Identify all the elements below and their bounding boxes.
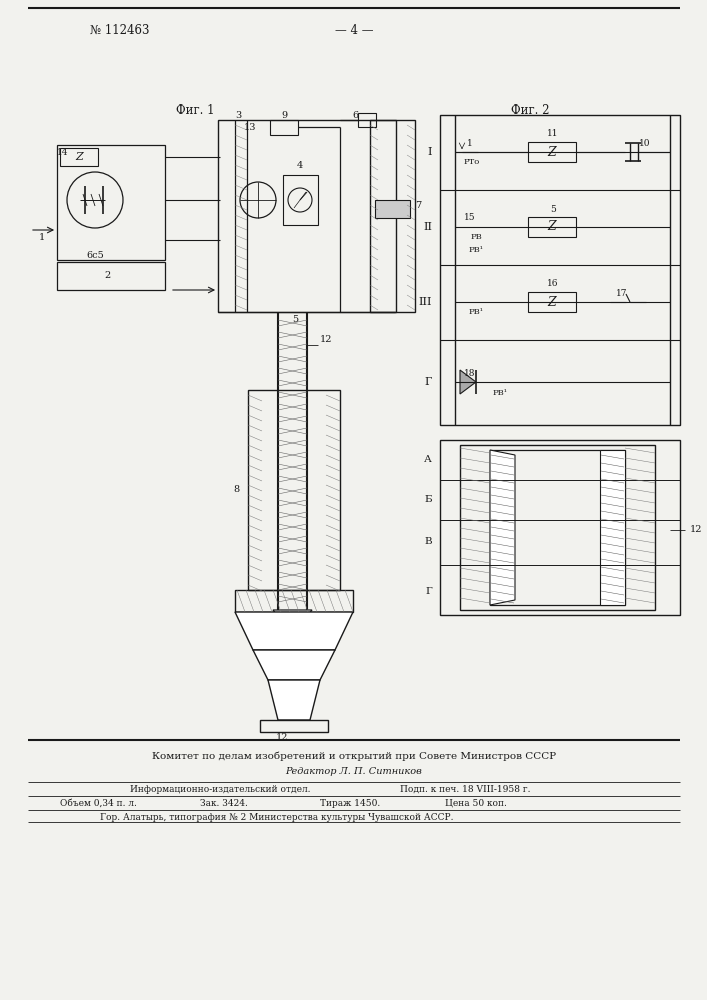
Text: РВ¹: РВ¹	[469, 308, 484, 316]
Text: Z: Z	[548, 221, 556, 233]
Text: 3: 3	[235, 110, 241, 119]
Bar	[358, 113, 376, 127]
Text: 18: 18	[464, 368, 476, 377]
Text: 4: 4	[297, 160, 303, 169]
Text: 13: 13	[244, 123, 256, 132]
Text: 10: 10	[639, 138, 650, 147]
Text: № 112463: № 112463	[90, 23, 149, 36]
Text: Зак. 3424.: Зак. 3424.	[200, 798, 248, 808]
Text: 1: 1	[467, 138, 473, 147]
Text: 12: 12	[320, 336, 332, 344]
Text: Фиг. 2: Фиг. 2	[510, 104, 549, 116]
Text: Б: Б	[424, 495, 432, 504]
Bar	[235, 590, 353, 612]
Text: Подп. к печ. 18 VIII-1958 г.: Подп. к печ. 18 VIII-1958 г.	[400, 784, 530, 794]
Bar	[370, 120, 415, 312]
Bar	[490, 450, 625, 605]
Text: Z: Z	[548, 145, 556, 158]
Text: Редактор Л. П. Ситников: Редактор Л. П. Ситников	[286, 768, 422, 776]
Bar	[248, 390, 340, 590]
Text: II: II	[423, 222, 432, 232]
Text: 16: 16	[547, 279, 559, 288]
Text: В: В	[424, 538, 432, 546]
Bar	[528, 217, 576, 237]
Text: 2: 2	[105, 271, 111, 280]
Text: РТо: РТо	[464, 158, 480, 166]
Text: 1: 1	[39, 233, 45, 242]
Polygon shape	[253, 650, 335, 680]
Text: 9: 9	[281, 110, 287, 119]
Bar	[528, 142, 576, 162]
Text: 8: 8	[234, 486, 240, 494]
Text: — 4 —: — 4 —	[334, 23, 373, 36]
Text: Цена 50 коп.: Цена 50 коп.	[445, 798, 507, 808]
Text: 5: 5	[550, 205, 556, 214]
Bar	[528, 292, 576, 312]
Text: Г: Г	[425, 377, 432, 387]
Text: 11: 11	[547, 129, 559, 138]
Bar	[260, 720, 328, 732]
Polygon shape	[235, 612, 353, 650]
Text: 12: 12	[690, 526, 703, 534]
Text: III: III	[419, 297, 432, 307]
Bar	[375, 200, 410, 218]
Text: 14: 14	[57, 148, 69, 157]
Bar	[283, 175, 318, 225]
Bar	[440, 440, 680, 615]
Text: Объем 0,34 п. л.: Объем 0,34 п. л.	[60, 798, 137, 808]
Polygon shape	[600, 450, 625, 605]
Text: 17: 17	[617, 288, 628, 298]
Text: А: А	[424, 456, 432, 464]
Text: 15: 15	[464, 214, 476, 223]
Bar	[440, 115, 680, 425]
Text: Фиг. 1: Фиг. 1	[176, 104, 214, 116]
Bar	[270, 120, 298, 135]
Text: 6с5: 6с5	[86, 250, 104, 259]
Bar	[460, 445, 655, 610]
Polygon shape	[490, 450, 515, 605]
Text: Комитет по делам изобретений и открытий при Совете Министров СССР: Комитет по делам изобретений и открытий …	[152, 751, 556, 761]
Text: Z: Z	[75, 152, 83, 162]
Polygon shape	[460, 370, 476, 394]
Text: 7: 7	[415, 200, 421, 210]
Text: Z: Z	[548, 296, 556, 308]
Text: РВ¹: РВ¹	[469, 246, 484, 254]
Text: РВ¹: РВ¹	[493, 389, 508, 397]
Bar	[218, 120, 396, 312]
Bar	[57, 145, 165, 260]
Bar	[57, 262, 165, 290]
Text: Гор. Алатырь, типография № 2 Министерства культуры Чувашской АССР.: Гор. Алатырь, типография № 2 Министерств…	[100, 814, 453, 822]
Polygon shape	[268, 680, 320, 720]
Text: Информационно-издательский отдел.: Информационно-издательский отдел.	[130, 784, 310, 794]
Text: I: I	[428, 147, 432, 157]
Text: Тираж 1450.: Тираж 1450.	[320, 798, 380, 808]
Bar	[60, 148, 98, 166]
Polygon shape	[273, 610, 312, 635]
Text: Г: Г	[425, 587, 432, 596]
Text: 12: 12	[276, 734, 288, 742]
Text: 6: 6	[352, 110, 358, 119]
Text: 5: 5	[292, 316, 298, 324]
Text: РВ: РВ	[470, 233, 482, 241]
